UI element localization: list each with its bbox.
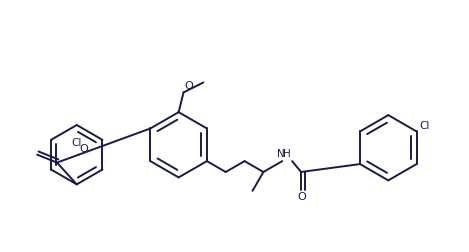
Text: Cl: Cl	[419, 121, 430, 132]
Text: O: O	[298, 192, 306, 202]
Text: O: O	[185, 81, 193, 91]
Text: O: O	[80, 144, 89, 154]
Text: N: N	[277, 149, 285, 159]
Text: H: H	[283, 149, 291, 159]
Text: Cl: Cl	[72, 138, 82, 148]
